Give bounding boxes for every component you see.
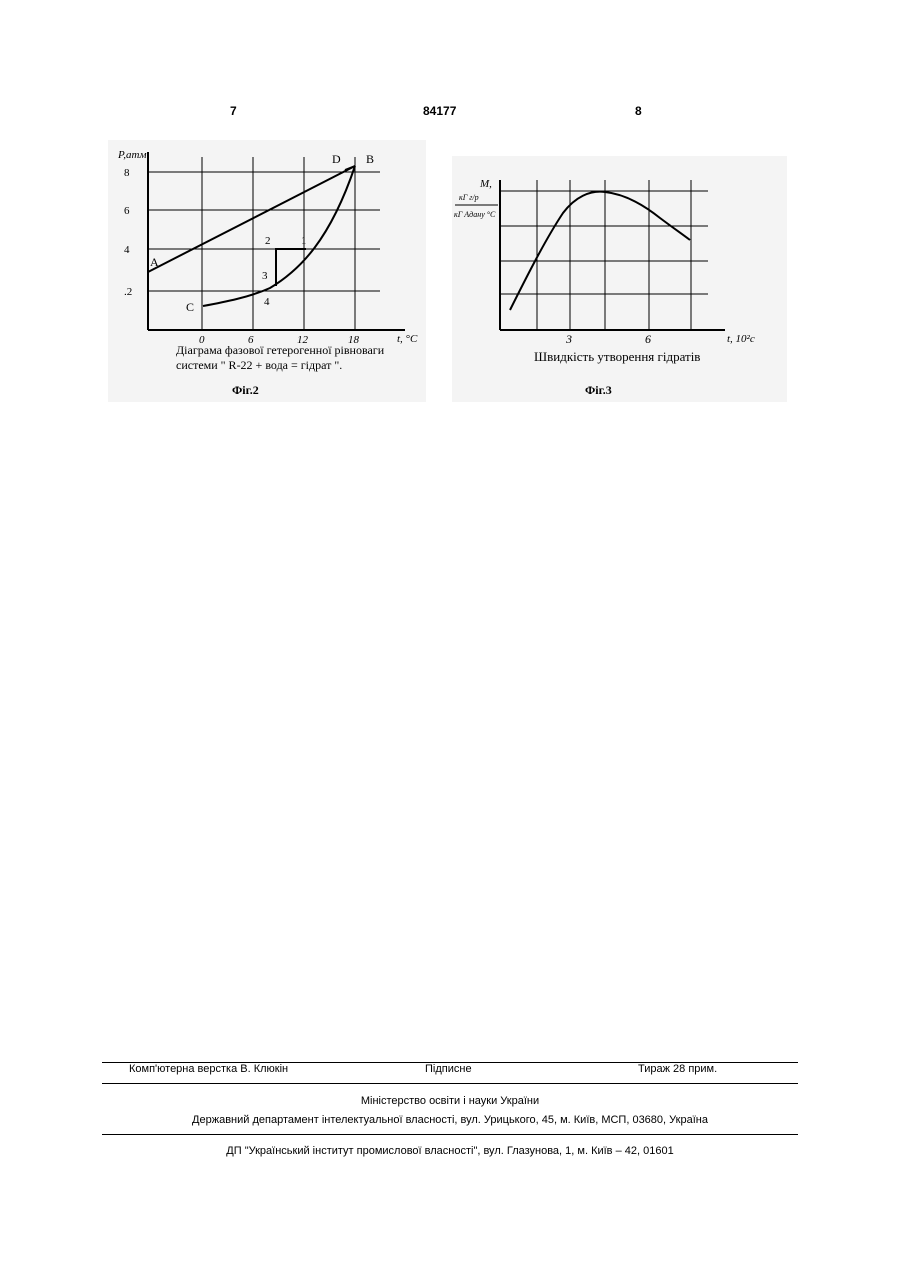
fig2-y-tick-4: 4	[124, 244, 130, 256]
fig2-point-4: 4	[264, 296, 270, 308]
fig2-caption-line1: Діаграма фазової гетерогенної рівноваги	[176, 343, 385, 357]
fig2-point-2: 2	[265, 235, 271, 247]
fig3-chart: M, кГ г/р кГ Адану °С 3 6 t, 10²c Швидкі…	[452, 156, 787, 402]
footer-circulation: Тираж 28 прим.	[638, 1063, 717, 1075]
fig3-y-axis-label-top: M,	[479, 178, 492, 190]
footer-rule-middle	[102, 1083, 798, 1084]
fig2-label: Фіг.2	[232, 383, 259, 397]
fig3-y-axis-label-den: кГ Адану °С	[454, 210, 496, 219]
fig2-diagram: P,атм 8 6 4 .2 0 6 12 18 t, °C A B C D 1…	[108, 140, 426, 402]
fig2-y-axis-label: P,атм	[117, 149, 147, 161]
fig2-y-tick-8: 8	[124, 167, 130, 179]
fig3-caption: Швидкість утворення гідратів	[534, 349, 700, 364]
fig3-x-tick-3: 3	[565, 332, 572, 346]
footer-signed: Підписне	[425, 1063, 472, 1075]
fig2-y-tick-2: .2	[124, 286, 132, 298]
footer-rule-bottom	[102, 1134, 798, 1135]
footer-department: Державний департамент інтелектуальної вл…	[102, 1114, 798, 1126]
fig3-y-axis-label-num: кГ г/р	[459, 193, 479, 202]
fig2-point-a: A	[150, 255, 159, 269]
fig2-y-tick-6: 6	[124, 205, 130, 217]
footer-ministry: Міністерство освіти і науки України	[102, 1095, 798, 1107]
fig2-point-c: C	[186, 300, 194, 314]
fig2-x-axis-label: t, °C	[397, 333, 418, 345]
fig2-point-b: B	[366, 152, 374, 166]
fig2-caption-line2: системи " R-22 + вода = гідрат ".	[176, 358, 342, 372]
fig2-point-3: 3	[262, 270, 268, 282]
fig3-scan-background	[452, 156, 787, 402]
fig3-x-axis-label: t, 10²c	[727, 333, 755, 345]
footer-layout-credit: Комп'ютерна верстка В. Клюкін	[129, 1063, 288, 1075]
footer-institute: ДП "Український інститут промислової вла…	[102, 1145, 798, 1157]
fig3-label: Фіг.3	[585, 383, 612, 397]
fig3-x-tick-6: 6	[645, 332, 651, 346]
fig2-point-1: 1	[301, 235, 307, 247]
figures-area: P,атм 8 6 4 .2 0 6 12 18 t, °C A B C D 1…	[0, 0, 901, 420]
fig2-point-d: D	[332, 152, 341, 166]
